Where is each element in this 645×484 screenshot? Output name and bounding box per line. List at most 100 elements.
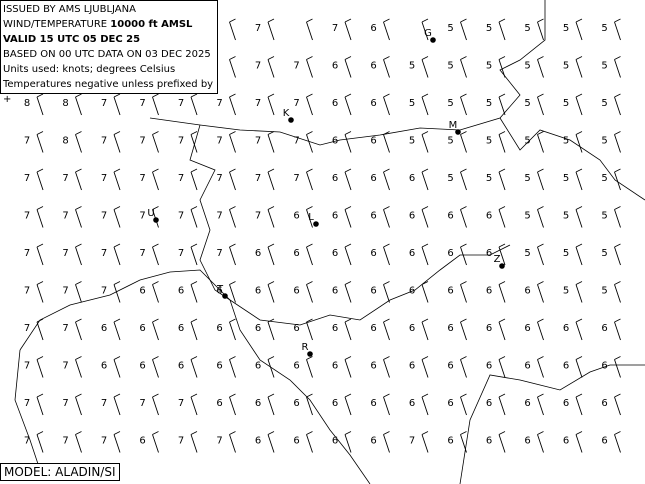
wind-barb-feather [75,281,82,285]
temperature: 6 [447,398,453,409]
wind-barb-feather [75,431,82,435]
temperature: 7 [101,211,107,222]
wind-barb-feather [36,168,44,173]
wind-barb [575,59,583,78]
temperature: 5 [524,248,530,259]
wind-barb-feather [267,93,275,98]
wind-barb [190,246,198,266]
wind-barb-feather [344,206,352,210]
temperature: 8 [62,98,68,109]
wind-barb [537,134,544,153]
wind-barb [267,134,275,153]
wind-barb [498,134,506,153]
wind-barb-feather [498,431,506,435]
temperature: 7 [24,323,30,334]
temperature: 6 [370,398,376,409]
wind-barb-feather [383,18,390,23]
wind-barb-feather [498,356,506,360]
coast [14,349,41,471]
temperature: 5 [409,136,415,147]
wind-barb [498,171,506,191]
wind-barb-feather [537,356,544,360]
wind-barb [537,434,544,453]
temperature: 5 [447,61,453,72]
coast [229,299,371,484]
temperature: 5 [563,286,569,297]
wind-barb [460,209,467,228]
temperature: 7 [255,211,261,222]
wind-barb [344,284,352,303]
temperature: 7 [24,361,30,372]
temperature: 8 [62,136,68,147]
temperature: 6 [293,211,299,222]
wind-barb [537,396,544,416]
temperature: 5 [524,61,530,72]
wind-barb-feather [344,18,352,23]
temperature: 6 [332,398,338,409]
wind-barb [229,246,236,266]
temperature: 7 [255,173,261,184]
wind-barb-feather [460,168,467,173]
wind-barb-feather [498,168,506,173]
wind-barb [575,321,583,341]
temperature: 7 [178,173,184,184]
temperature: 6 [332,173,338,184]
info-line: ISSUED BY AMS LJUBLJANA [3,4,136,15]
wind-barb-feather [152,93,159,98]
wind-barb [229,209,236,228]
temperature: 5 [524,136,530,147]
wind-barb-feather [267,206,275,210]
temperature: 7 [178,98,184,109]
temperature: 6 [370,173,376,184]
wind-barb [537,246,544,266]
temperature: 7 [101,248,107,259]
wind-barb-feather [575,431,583,435]
wind-barb-feather [575,393,583,398]
wind-barb-feather [614,18,621,23]
wind-barb-feather [614,93,621,98]
wind-barb [460,134,467,153]
wind-barb-feather [75,206,82,210]
wind-barb [460,59,467,78]
temperature: 7 [62,361,68,372]
temperature: 5 [486,173,492,184]
city-dot [307,351,313,357]
wind-barb-feather [75,356,82,360]
wind-barb-feather [152,393,159,398]
wind-barb [383,246,390,266]
wind-barb-feather [537,168,544,173]
wind-barb-feather [383,281,390,285]
wind-barb-feather [75,168,82,173]
wind-barb [614,321,621,341]
temperature: 7 [101,98,107,109]
wind-barb-feather [383,431,390,435]
wind-barb [421,396,429,416]
wind-barb-feather [344,243,352,248]
city-label: K [283,108,290,119]
wind-barb-feather [614,168,621,173]
wind-barb [306,209,313,228]
wind-barb [575,359,583,378]
wind-barb [36,434,44,453]
temperature: 5 [447,173,453,184]
wind-barb-feather [190,318,198,323]
temperature: 7 [139,248,145,259]
wind-barb [267,59,275,78]
temperature: 5 [563,136,569,147]
wind-barb [113,209,121,228]
wind-barb-feather [113,356,121,360]
city-label: Z [494,254,501,265]
wind-barb-feather [383,56,390,60]
wind-barb-feather [113,431,121,435]
wind-barb [306,246,313,266]
wind-barb-feather [498,206,506,210]
city-label: L [308,212,314,223]
temperature: 8 [24,98,30,109]
model-label: MODEL: ALADIN/SI [0,463,120,481]
info-level: 10000 ft AMSL [110,19,193,30]
temperature: 6 [563,436,569,447]
wind-barb [383,96,390,116]
wind-barb-feather [267,356,275,360]
temperature: 6 [409,398,415,409]
wind-barb-feather [460,243,467,248]
